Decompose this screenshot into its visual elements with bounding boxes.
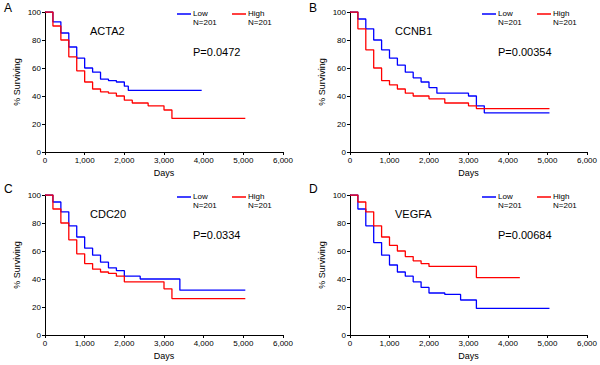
svg-text:100: 100 — [28, 8, 42, 17]
svg-text:Low: Low — [498, 192, 513, 201]
svg-text:4,000: 4,000 — [498, 156, 519, 165]
svg-text:3,000: 3,000 — [154, 156, 175, 165]
svg-text:1,000: 1,000 — [75, 339, 96, 348]
svg-text:0: 0 — [348, 339, 353, 348]
svg-text:0: 0 — [342, 331, 347, 340]
svg-text:6,000: 6,000 — [273, 339, 294, 348]
svg-text:P=0.00684: P=0.00684 — [498, 229, 552, 241]
svg-text:100: 100 — [333, 191, 347, 200]
svg-text:100: 100 — [333, 8, 347, 17]
svg-text:N=201: N=201 — [248, 201, 272, 210]
svg-text:N=201: N=201 — [553, 18, 577, 27]
svg-text:Low: Low — [193, 192, 208, 201]
svg-text:Low: Low — [193, 9, 208, 18]
svg-text:60: 60 — [32, 247, 41, 256]
svg-text:% Surviving: % Surviving — [12, 241, 22, 289]
svg-text:60: 60 — [337, 64, 346, 73]
svg-text:N=201: N=201 — [498, 201, 522, 210]
svg-text:0: 0 — [342, 148, 347, 157]
svg-text:3,000: 3,000 — [154, 339, 175, 348]
svg-text:100: 100 — [28, 191, 42, 200]
svg-text:5,000: 5,000 — [233, 339, 254, 348]
svg-text:2,000: 2,000 — [114, 339, 135, 348]
svg-text:2,000: 2,000 — [419, 339, 440, 348]
svg-text:40: 40 — [337, 92, 346, 101]
svg-text:% Surviving: % Surviving — [317, 241, 327, 289]
svg-text:N=201: N=201 — [248, 18, 272, 27]
svg-text:Days: Days — [458, 168, 479, 178]
svg-text:80: 80 — [337, 36, 346, 45]
svg-text:P=0.0472: P=0.0472 — [193, 46, 240, 58]
svg-text:VEGFA: VEGFA — [395, 208, 432, 220]
svg-text:20: 20 — [337, 120, 346, 129]
svg-text:High: High — [553, 192, 569, 201]
svg-text:1,000: 1,000 — [379, 339, 400, 348]
svg-text:Days: Days — [154, 168, 175, 178]
svg-text:5,000: 5,000 — [537, 339, 558, 348]
svg-text:4,000: 4,000 — [194, 339, 215, 348]
svg-text:N=201: N=201 — [193, 18, 217, 27]
svg-text:6,000: 6,000 — [273, 156, 294, 165]
svg-text:0: 0 — [37, 331, 42, 340]
svg-text:80: 80 — [337, 219, 346, 228]
svg-text:1,000: 1,000 — [75, 156, 96, 165]
svg-text:80: 80 — [32, 36, 41, 45]
svg-text:Days: Days — [458, 351, 479, 361]
svg-text:C: C — [4, 182, 13, 196]
svg-text:High: High — [248, 192, 264, 201]
svg-text:3,000: 3,000 — [458, 339, 479, 348]
svg-text:1,000: 1,000 — [379, 156, 400, 165]
svg-text:5,000: 5,000 — [233, 156, 254, 165]
svg-text:60: 60 — [32, 64, 41, 73]
svg-text:% Surviving: % Surviving — [317, 58, 327, 106]
svg-text:0: 0 — [37, 148, 42, 157]
svg-text:3,000: 3,000 — [458, 156, 479, 165]
svg-text:20: 20 — [32, 120, 41, 129]
svg-text:Days: Days — [154, 351, 175, 361]
svg-text:20: 20 — [337, 303, 346, 312]
svg-text:0: 0 — [43, 156, 48, 165]
svg-text:N=201: N=201 — [498, 18, 522, 27]
svg-text:80: 80 — [32, 219, 41, 228]
svg-text:2,000: 2,000 — [114, 156, 135, 165]
svg-text:0: 0 — [348, 156, 353, 165]
svg-text:40: 40 — [337, 275, 346, 284]
svg-text:N=201: N=201 — [193, 201, 217, 210]
svg-text:40: 40 — [32, 92, 41, 101]
svg-text:B: B — [309, 1, 317, 15]
svg-text:High: High — [553, 9, 569, 18]
svg-text:60: 60 — [337, 247, 346, 256]
svg-text:2,000: 2,000 — [419, 156, 440, 165]
svg-text:40: 40 — [32, 275, 41, 284]
svg-text:6,000: 6,000 — [577, 156, 598, 165]
svg-text:D: D — [309, 182, 318, 196]
svg-text:20: 20 — [32, 303, 41, 312]
svg-text:5,000: 5,000 — [537, 156, 558, 165]
svg-text:P=0.00354: P=0.00354 — [498, 46, 552, 58]
svg-text:P=0.0334: P=0.0334 — [193, 229, 240, 241]
svg-text:CDC20: CDC20 — [90, 208, 126, 220]
svg-text:N=201: N=201 — [553, 201, 577, 210]
svg-text:6,000: 6,000 — [577, 339, 598, 348]
svg-text:Low: Low — [498, 9, 513, 18]
svg-text:4,000: 4,000 — [498, 339, 519, 348]
svg-text:ACTA2: ACTA2 — [90, 25, 125, 37]
svg-text:4,000: 4,000 — [194, 156, 215, 165]
svg-text:CCNB1: CCNB1 — [395, 25, 432, 37]
svg-text:High: High — [248, 9, 264, 18]
svg-text:0: 0 — [43, 339, 48, 348]
svg-text:% Surviving: % Surviving — [12, 58, 22, 106]
svg-text:A: A — [4, 1, 12, 15]
